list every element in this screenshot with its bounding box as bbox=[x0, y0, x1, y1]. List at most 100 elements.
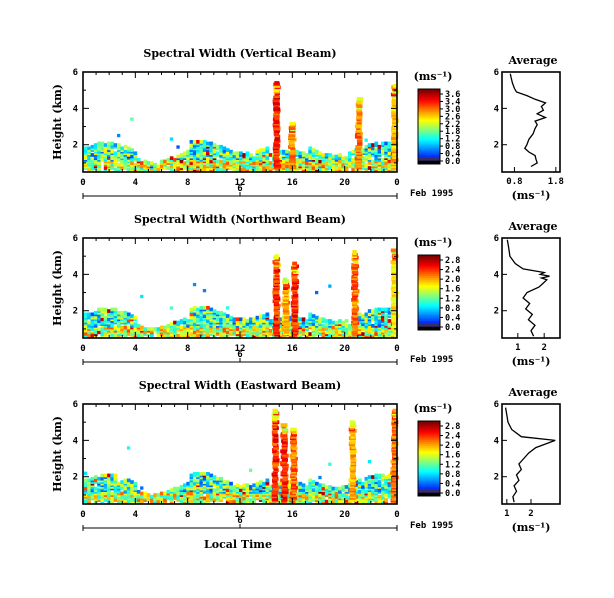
y-tick-label: 6 bbox=[73, 400, 78, 410]
feature-column-2 bbox=[288, 121, 297, 171]
date-axis-day: 6 bbox=[237, 184, 242, 194]
colorbar-tick-label: 2.4 bbox=[445, 432, 460, 442]
colorbar-tick-label: 2.4 bbox=[445, 266, 460, 276]
colorbar-tick-label: 2.2 bbox=[445, 120, 460, 130]
colorbar-tick-label: 3.0 bbox=[445, 105, 460, 115]
x-tick-label: 0 bbox=[80, 344, 85, 354]
feature-column-4 bbox=[348, 420, 357, 503]
average-line bbox=[506, 239, 550, 337]
average-y-tick-label: 2 bbox=[494, 473, 499, 483]
feature-column-1 bbox=[271, 408, 280, 503]
colorbar-tick-label: 3.4 bbox=[445, 97, 460, 107]
y-axis-label: Height (km) bbox=[51, 416, 64, 492]
colorbar-tick-label: 1.2 bbox=[445, 294, 460, 304]
y-tick-label: 4 bbox=[73, 104, 79, 114]
panel-title: Spectral Width (Vertical Beam) bbox=[143, 47, 336, 60]
average-x-tick-label: 0.8 bbox=[506, 177, 522, 187]
x-tick-label: 8 bbox=[185, 178, 190, 188]
average-y-tick-label: 4 bbox=[494, 104, 500, 114]
x-tick-label: 20 bbox=[339, 344, 350, 354]
feature-column-2 bbox=[280, 423, 289, 503]
y-axis: 2 4 6 Height (km) bbox=[51, 68, 397, 164]
x-axis: 0 4 8 12 16 20 0 bbox=[80, 72, 400, 188]
colorbar-tick-label: 1.6 bbox=[445, 285, 460, 295]
panel-1: Spectral Width (Vertical Beam)0 4 8 12 16 20 0… bbox=[51, 47, 564, 202]
date-axis-day: 6 bbox=[237, 516, 242, 526]
date-axis-day: 6 bbox=[237, 350, 242, 360]
date-axis: 6 Feb 1995 bbox=[82, 516, 453, 531]
average-x-tick-label: 1 bbox=[504, 509, 509, 519]
x-tick-label: 0 bbox=[80, 510, 85, 520]
y-tick-label: 2 bbox=[73, 307, 78, 317]
average-x-tick-label: 1.8 bbox=[548, 177, 564, 187]
colorbar: 2.82.42.01.61.20.80.40.0 (ms⁻¹) bbox=[414, 236, 461, 333]
colorbar-unit: (ms⁻¹) bbox=[414, 236, 453, 249]
colorbar: 2.82.42.01.61.20.80.40.0 (ms⁻¹) bbox=[414, 402, 461, 499]
date-axis-date: Feb 1995 bbox=[410, 355, 453, 365]
x-tick-label: 4 bbox=[133, 510, 139, 520]
x-tick-label: 0 bbox=[394, 344, 399, 354]
feature-column-1 bbox=[272, 254, 281, 337]
average-y-tick-label: 4 bbox=[494, 270, 500, 280]
x-tick-label: 8 bbox=[185, 510, 190, 520]
average-x-tick-label: 1 bbox=[515, 343, 520, 353]
x-tick-label: 12 bbox=[235, 178, 246, 188]
y-tick-label: 4 bbox=[73, 436, 79, 446]
feature-column-2 bbox=[281, 277, 291, 337]
colorbar-tick-label: 0.4 bbox=[445, 313, 460, 323]
feature-column-1 bbox=[272, 81, 282, 171]
x-tick-label: 12 bbox=[235, 510, 246, 520]
x-tick-label: 8 bbox=[185, 344, 190, 354]
heatmap-cells bbox=[84, 282, 398, 338]
colorbar-tick-label: 0.8 bbox=[445, 142, 460, 152]
colorbar-tick-label: 2.8 bbox=[445, 422, 460, 432]
x-tick-label: 20 bbox=[339, 510, 350, 520]
x-axis: 0 4 8 12 16 20 0 bbox=[80, 404, 400, 520]
colorbar-frame bbox=[417, 254, 441, 331]
feature-column-3 bbox=[289, 427, 298, 503]
date-axis: 6 Feb 1995 bbox=[82, 184, 453, 199]
y-tick-label: 6 bbox=[73, 68, 78, 78]
colorbar-tick-label: 0.4 bbox=[445, 479, 460, 489]
colorbar-tick-label: 0.8 bbox=[445, 470, 460, 480]
colorbar-tick-label: 1.6 bbox=[445, 451, 460, 461]
colorbar-tick-label: 1.2 bbox=[445, 135, 460, 145]
y-axis-label: Height (km) bbox=[51, 84, 64, 160]
date-axis: 6 Feb 1995 bbox=[82, 350, 453, 365]
average-y-tick-label: 6 bbox=[494, 234, 499, 244]
average-title: Average bbox=[507, 220, 557, 233]
x-tick-label: 4 bbox=[133, 178, 139, 188]
y-tick-label: 6 bbox=[73, 234, 78, 244]
x-tick-label: 20 bbox=[339, 178, 350, 188]
average-frame bbox=[501, 71, 561, 173]
x-tick-label: 0 bbox=[394, 510, 399, 520]
colorbar-tick-label: 2.0 bbox=[445, 275, 460, 285]
average-profile: Average 2 4 6 1 2 (ms⁻¹) bbox=[494, 386, 561, 534]
average-x-label: (ms⁻¹) bbox=[512, 521, 551, 534]
average-x-label: (ms⁻¹) bbox=[512, 189, 551, 202]
x-axis-label: Local Time bbox=[204, 538, 272, 551]
colorbar-tick-label: 2.8 bbox=[445, 256, 460, 266]
colorbar-tick-label: 0.0 bbox=[445, 323, 460, 333]
x-axis: 0 4 8 12 16 20 0 bbox=[80, 238, 400, 354]
x-tick-label: 4 bbox=[133, 344, 139, 354]
feature-column-4 bbox=[351, 250, 360, 337]
average-line bbox=[509, 73, 548, 168]
average-y-tick-label: 6 bbox=[494, 68, 499, 78]
average-line bbox=[504, 407, 556, 503]
colorbar-tick-label: 0.8 bbox=[445, 304, 460, 314]
y-tick-label: 2 bbox=[73, 473, 78, 483]
average-profile: Average 2 4 6 1 2 (ms⁻¹) bbox=[494, 220, 561, 368]
average-y-tick-label: 4 bbox=[494, 436, 500, 446]
colorbar-tick-label: 1.8 bbox=[445, 127, 460, 137]
x-tick-label: 0 bbox=[80, 178, 85, 188]
colorbar-tick-label: 0.0 bbox=[445, 489, 460, 499]
x-tick-label: 16 bbox=[287, 510, 298, 520]
average-title: Average bbox=[507, 386, 557, 399]
panel-title: Spectral Width (Northward Beam) bbox=[134, 213, 346, 226]
colorbar-tick-label: 2.0 bbox=[445, 441, 460, 451]
average-x-tick-label: 2 bbox=[541, 343, 546, 353]
x-tick-label: 0 bbox=[394, 178, 399, 188]
heatmap-cells bbox=[84, 117, 398, 172]
colorbar-unit: (ms⁻¹) bbox=[414, 70, 453, 83]
